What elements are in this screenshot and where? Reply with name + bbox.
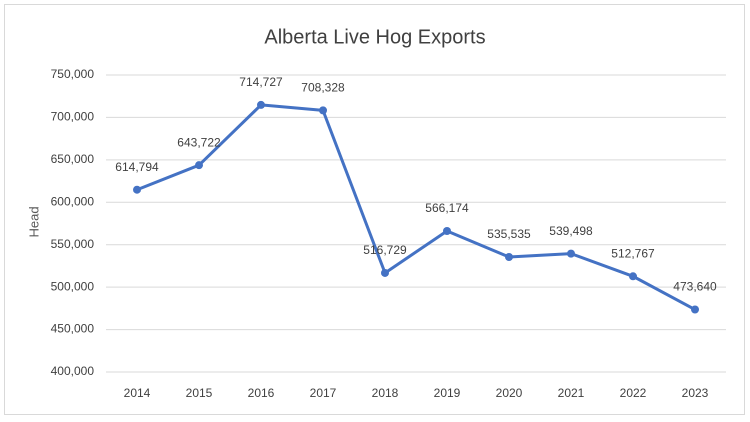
data-label: 614,794 [115,160,159,174]
y-tick-label: 650,000 [51,152,95,166]
line [136,103,696,311]
data-label: 643,722 [177,135,221,149]
y-axis-title: Head [26,206,41,237]
chart-title: Alberta Live Hog Exports [264,26,485,48]
chart-border [4,4,745,415]
marker [443,226,451,235]
marker [505,252,513,261]
marker [691,305,699,314]
x-tick-label: 2019 [434,386,461,400]
marker [567,249,575,258]
x-tick-label: 2023 [682,386,709,400]
y-tick-label: 400,000 [51,364,95,378]
x-tick-label: 2021 [558,386,585,400]
data-label: 516,729 [363,243,407,257]
x-tick-label: 2016 [248,386,275,400]
marker [319,106,327,115]
data-label: 535,535 [487,227,531,241]
x-tick-label: 2017 [310,386,337,400]
data-label: 708,328 [301,81,345,95]
y-tick-label: 600,000 [51,194,95,208]
x-tick-label: 2022 [620,386,647,400]
marker [195,161,203,170]
y-tick-label: 500,000 [51,279,95,293]
data-label: 566,174 [425,201,469,215]
x-tick-label: 2020 [496,386,523,400]
y-tick-label: 550,000 [51,237,95,251]
marker [133,185,141,194]
marker [257,100,265,109]
data-label: 512,767 [611,246,655,260]
data-label: 539,498 [549,224,593,238]
x-tick-label: 2015 [186,386,213,400]
data-label: 473,640 [673,280,717,294]
y-tick-label: 450,000 [51,322,95,336]
y-tick-label: 700,000 [51,110,95,124]
x-tick-label: 2014 [124,386,151,400]
x-tick-label: 2018 [372,386,399,400]
marker [629,272,637,281]
data-label: 714,727 [239,75,283,89]
y-tick-label: 750,000 [51,67,95,81]
marker [381,268,389,277]
